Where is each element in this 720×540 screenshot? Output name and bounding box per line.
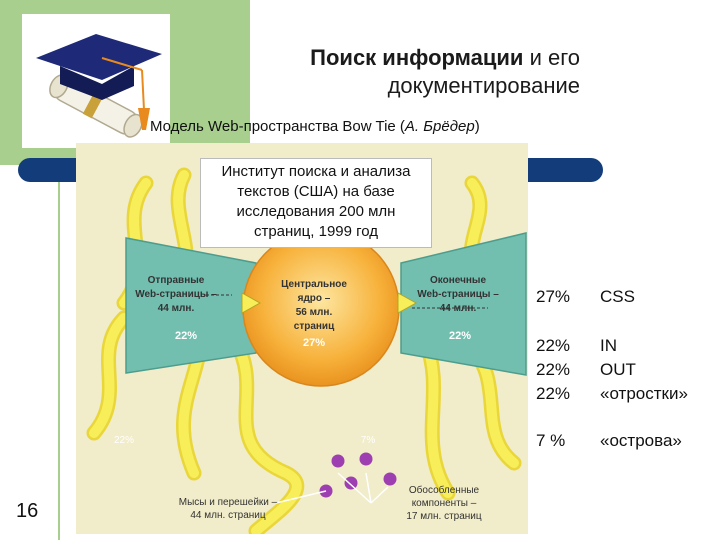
tendril-pct: 22% bbox=[114, 435, 134, 446]
in-label-2: Web-страницы – bbox=[135, 289, 217, 300]
logo-box bbox=[22, 14, 170, 148]
out-pct: 22% bbox=[449, 330, 471, 342]
title-rest-part: и его bbox=[523, 45, 580, 70]
core-label-2: ядро – bbox=[298, 293, 331, 304]
callout-line-4: страниц, 1999 год bbox=[253, 223, 379, 240]
stat-pct-out: 22% bbox=[536, 360, 571, 379]
tendrils-label-1: Мысы и перешейки – bbox=[179, 497, 278, 508]
stat-pct-islands: 7 % bbox=[536, 431, 566, 450]
islands-label-2: компоненты – bbox=[412, 498, 477, 509]
stat-label-islands: «острова» bbox=[600, 431, 682, 450]
core-label-1: Центральное bbox=[281, 279, 347, 290]
out-label-1: Оконечные bbox=[430, 275, 486, 286]
callout-line-3: исследования 200 млн bbox=[236, 203, 396, 220]
islands-label-1: Обособленные bbox=[409, 484, 480, 496]
title-bold-part: Поиск информации bbox=[310, 45, 524, 70]
slide-subtitle: Модель Web-пространства Bow Tie (А. Брёд… bbox=[150, 118, 480, 135]
island-dot bbox=[359, 452, 373, 466]
institute-callout: Институт поиска и анализа текстов (США) … bbox=[200, 158, 432, 248]
callout-line-2: текстов (США) на базе bbox=[237, 183, 395, 200]
subtitle-author: А. Брёдер bbox=[404, 118, 475, 135]
graduation-cap-diploma-icon bbox=[36, 34, 162, 138]
core-label-3: 56 млн. bbox=[296, 307, 333, 318]
core-label-4: страниц bbox=[294, 321, 335, 332]
stat-pct-css: 27% bbox=[536, 287, 571, 306]
stat-pct-tendrils: 22% bbox=[536, 384, 571, 403]
subtitle-suffix: ) bbox=[474, 118, 480, 135]
in-pct: 22% bbox=[175, 330, 197, 342]
left-rule bbox=[58, 165, 60, 540]
island-dot bbox=[344, 476, 358, 490]
bow-tie-svg: Отправные Web-страницы – 44 млн. 22% Цен… bbox=[86, 167, 527, 534]
slide-title: Поиск информации и его документирование bbox=[200, 44, 580, 100]
slide-number: 16 bbox=[16, 500, 39, 522]
tendrils-label-2: 44 млн. страниц bbox=[190, 510, 266, 521]
island-dot bbox=[383, 472, 397, 486]
stat-label-css: CSS bbox=[600, 287, 635, 306]
callout-line-1: Институт поиска и анализа bbox=[221, 163, 411, 180]
tube-pct: 7% bbox=[361, 435, 376, 446]
stat-label-out: OUT bbox=[600, 360, 636, 379]
stat-label-tendrils: «отростки» bbox=[600, 384, 688, 403]
islands-label-3: 17 млн. страниц bbox=[406, 511, 482, 522]
stat-label-in: IN bbox=[600, 336, 617, 355]
in-wing bbox=[125, 237, 257, 374]
title-line-2: документирование bbox=[387, 73, 580, 98]
out-wing bbox=[400, 232, 527, 376]
out-label-3: 44 млн. bbox=[440, 303, 477, 314]
core-pct: 27% bbox=[303, 337, 325, 349]
subtitle-prefix: Модель Web-пространства Bow Tie ( bbox=[150, 118, 405, 135]
in-label-1: Отправные bbox=[148, 275, 205, 286]
out-label-2: Web-страницы – bbox=[417, 289, 499, 300]
island-dot bbox=[331, 454, 345, 468]
stat-pct-in: 22% bbox=[536, 336, 571, 355]
in-label-3: 44 млн. bbox=[158, 303, 195, 314]
